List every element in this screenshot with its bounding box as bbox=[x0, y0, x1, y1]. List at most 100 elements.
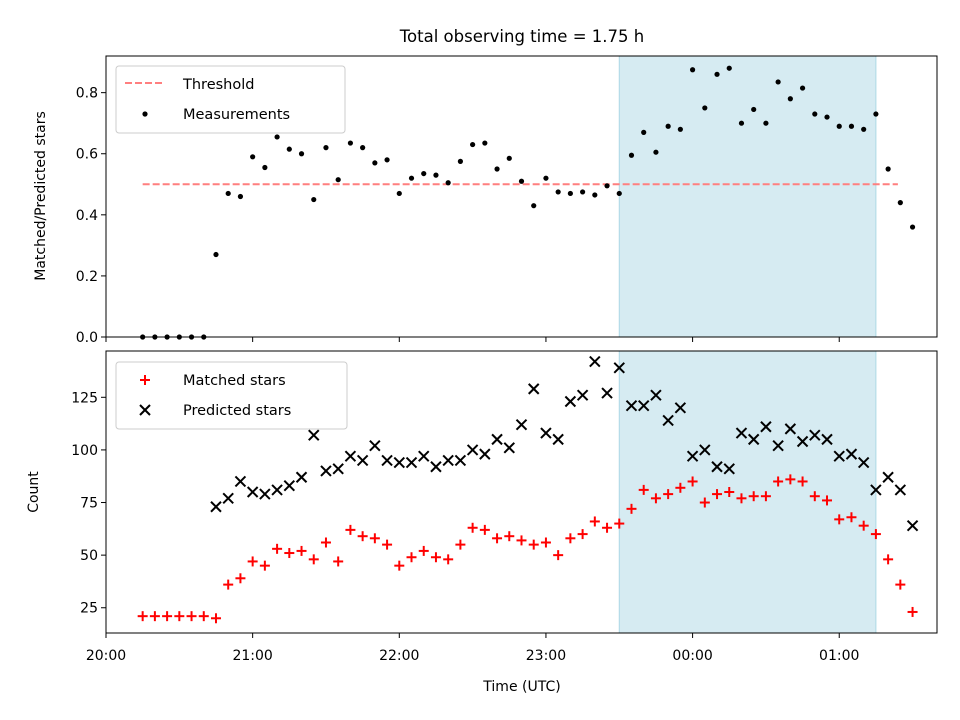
bottom-legend: Matched stars Predicted stars bbox=[115, 361, 348, 430]
measurement-point bbox=[689, 67, 696, 73]
measurement-point bbox=[286, 146, 292, 152]
measurement-point bbox=[396, 190, 402, 197]
predicted-star-marker-b bbox=[528, 383, 540, 395]
predicted-star-marker-b bbox=[564, 395, 577, 408]
measurement-point bbox=[677, 126, 683, 132]
predicted-star-marker-b bbox=[320, 465, 332, 477]
measurement-point bbox=[714, 71, 720, 77]
measurement-point bbox=[421, 170, 427, 177]
y-tick-label: 25 bbox=[80, 601, 98, 617]
predicted-star-marker-b bbox=[454, 454, 467, 467]
measurement-point bbox=[592, 192, 598, 198]
y-tick-label: 0.6 bbox=[76, 147, 98, 163]
measurement-point bbox=[763, 120, 769, 126]
top-panel: 0.00.20.40.60.8 Matched/Predicted stars … bbox=[33, 55, 938, 346]
predicted-star-marker-b bbox=[491, 433, 503, 446]
top-legend: Threshold Measurements bbox=[115, 65, 346, 134]
measurement-point bbox=[653, 149, 659, 155]
measurement-point bbox=[347, 140, 354, 146]
predicted-star-marker-b bbox=[662, 414, 674, 427]
predicted-star-marker-b bbox=[222, 492, 234, 505]
measurement-point bbox=[518, 178, 525, 184]
legend-predicted-label: Predicted stars bbox=[183, 403, 291, 419]
measurement-point bbox=[384, 157, 390, 163]
predicted-star-marker-b bbox=[418, 450, 430, 462]
bottom-x-ticks: 20:00 21:00 22:00 23:00 00:00 01:00 bbox=[86, 633, 859, 664]
predicted-star-marker-b bbox=[332, 463, 344, 475]
predicted-star-marker-b bbox=[772, 439, 784, 452]
top-y-ticks: 0.0 0.2 0.4 0.6 0.8 bbox=[76, 86, 106, 346]
measurement-point bbox=[237, 193, 244, 200]
measurement-point bbox=[702, 105, 708, 111]
predicted-star-marker-b bbox=[369, 439, 381, 452]
predicted-star-marker-b bbox=[857, 456, 870, 469]
predicted-star-marker-b bbox=[540, 427, 552, 439]
measurement-point bbox=[567, 190, 573, 197]
predicted-star-marker-b bbox=[637, 400, 650, 412]
x-tick-label: 21:00 bbox=[232, 648, 272, 664]
y-tick-label: 0.8 bbox=[76, 86, 98, 102]
legend-predicted-swatch bbox=[139, 404, 151, 416]
predicted-star-marker-b bbox=[699, 444, 711, 456]
predicted-star-marker-b bbox=[479, 448, 491, 460]
legend-measurements-swatch bbox=[142, 111, 148, 117]
predicted-star-marker-b bbox=[711, 461, 723, 473]
predicted-star-marker-b bbox=[210, 501, 222, 513]
y-tick-label: 100 bbox=[71, 443, 98, 459]
y-tick-label: 0.4 bbox=[76, 208, 98, 224]
measurement-point bbox=[262, 164, 268, 171]
measurement-point bbox=[335, 177, 341, 183]
predicted-star-marker-b bbox=[760, 421, 772, 433]
measurement-point bbox=[787, 96, 793, 102]
bottom-highlight-band bbox=[618, 350, 877, 634]
matched-stars-points bbox=[137, 474, 918, 624]
predicted-star-marker-b bbox=[589, 355, 601, 368]
measurement-point bbox=[298, 151, 305, 157]
measurement-point bbox=[812, 111, 818, 117]
predicted-star-marker-b bbox=[833, 450, 845, 462]
predicted-star-marker-b bbox=[613, 362, 625, 374]
predicted-star-marker-b bbox=[234, 475, 247, 488]
measurement-point bbox=[641, 129, 647, 135]
predicted-star-marker-b bbox=[576, 389, 589, 401]
measurement-point bbox=[848, 123, 855, 129]
measurement-point bbox=[225, 190, 231, 197]
predicted-star-marker-b bbox=[442, 454, 454, 467]
measurement-point bbox=[543, 175, 549, 181]
measurement-point bbox=[885, 166, 891, 172]
top-x-ticks bbox=[105, 337, 840, 342]
legend-measurements-label: Measurements bbox=[183, 107, 290, 123]
x-tick-label: 00:00 bbox=[672, 648, 712, 664]
measurement-point bbox=[836, 123, 842, 129]
measurement-point bbox=[408, 175, 415, 181]
predicted-star-marker-b bbox=[295, 471, 308, 483]
predicted-star-marker-b bbox=[796, 435, 809, 448]
predicted-star-marker-b bbox=[870, 484, 882, 496]
y-tick-label: 125 bbox=[71, 390, 98, 406]
measurement-point bbox=[457, 158, 463, 164]
predicted-star-marker-b bbox=[686, 450, 699, 462]
measurement-point bbox=[555, 189, 561, 195]
measurement-point bbox=[360, 145, 366, 151]
measurement-point bbox=[751, 106, 757, 113]
predicted-star-marker-b bbox=[894, 484, 907, 496]
y-tick-label: 50 bbox=[80, 548, 98, 564]
bottom-y-ticks: 25 50 75 100 125 bbox=[71, 390, 106, 617]
measurement-point bbox=[665, 123, 671, 129]
x-tick-label: 20:00 bbox=[86, 648, 126, 664]
predicted-star-marker-b bbox=[747, 433, 760, 446]
predicted-star-marker-b bbox=[809, 429, 821, 441]
measurement-point bbox=[372, 160, 378, 166]
predicted-star-marker-b bbox=[674, 402, 687, 414]
legend-matched-label: Matched stars bbox=[183, 373, 286, 389]
legend-threshold-label: Threshold bbox=[182, 77, 254, 93]
measurement-point bbox=[506, 155, 512, 161]
bottom-y-axis-label: Count bbox=[26, 471, 42, 513]
predicted-star-marker-b bbox=[259, 488, 271, 500]
top-axes-frame bbox=[105, 55, 938, 338]
measurement-point bbox=[482, 140, 488, 146]
predicted-star-marker-b bbox=[356, 454, 369, 467]
predicted-star-marker-b bbox=[381, 454, 393, 467]
predicted-star-marker-b bbox=[271, 484, 283, 496]
measurement-point bbox=[909, 224, 916, 230]
